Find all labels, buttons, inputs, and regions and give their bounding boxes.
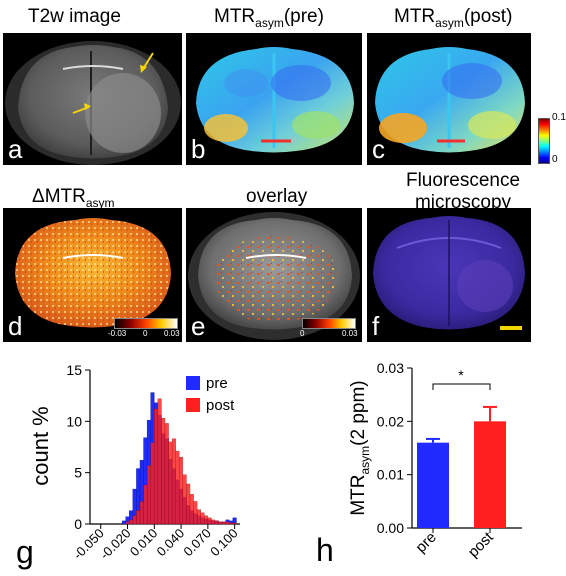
histogram-bar-post-9 [139, 501, 144, 525]
colorbar-d-left: -0.03 [108, 329, 127, 338]
panel-g-label: g [16, 534, 34, 570]
histogram-bar-post-16 [164, 423, 169, 525]
bar-chart-ytick-label-1: 0.01 [377, 467, 404, 483]
bar-chart-ytick-label-0: 0.00 [377, 520, 404, 536]
scale-bar [500, 326, 522, 330]
histogram-bar-post-23 [189, 494, 194, 525]
histogram-bar-post-19 [175, 450, 180, 525]
panel-d-title: ΔMTRasym [32, 186, 115, 210]
histogram-xtick-label-5: 0.100 [207, 526, 241, 560]
histogram-bar-post-24 [193, 501, 198, 525]
panel-c-title: MTRasym(post) [394, 6, 513, 30]
colorbar-e-left: 0 [300, 329, 305, 338]
colorbar-jet-max: 0.1 [552, 112, 566, 123]
histogram-bar-post-22 [186, 483, 191, 525]
bar-chart-ytick-label-3: 0.03 [377, 360, 404, 376]
bar-chart-xtick-label-pre: pre [412, 529, 439, 556]
histogram-bar-post-5 [125, 521, 130, 525]
histogram-ylabel: count % [28, 406, 53, 486]
histogram-bar-post-13 [154, 408, 159, 525]
panel-b-label: b [191, 134, 206, 164]
bar-chart: MTRasym(2 ppm) 0.000.010.020.03 pre post … [348, 360, 522, 561]
histogram-bar-post-35 [232, 522, 237, 525]
histogram-bar-post-27 [204, 515, 209, 525]
significance-marker: * [458, 367, 464, 383]
histogram-bar-post-31 [218, 521, 223, 525]
histogram-bar-post-11 [146, 465, 151, 525]
panel-a-label: a [8, 134, 23, 164]
histogram-xtick-label-4: 0.070 [180, 526, 214, 560]
histogram-ytick-label-3: 15 [66, 362, 82, 378]
legend-pre-label: pre [206, 375, 228, 392]
mtr-pre-map [186, 33, 362, 165]
panel-a-title: T2w image [28, 6, 121, 27]
panel-d-label: d [8, 311, 23, 341]
bar-chart-ytick-label-2: 0.02 [377, 413, 404, 429]
histogram-bar-post-25 [196, 509, 201, 525]
histogram-bar-post-26 [200, 512, 205, 525]
bar-pre [417, 442, 449, 528]
legend-post-swatch [186, 398, 200, 412]
histogram-ytick-label-2: 10 [66, 413, 82, 429]
panel-h-label: h [316, 532, 334, 568]
panel-b-title: MTRasym(pre) [214, 6, 324, 30]
histogram-bar-post-10 [143, 484, 148, 525]
histogram-bar-post-29 [211, 519, 216, 525]
colorbar-d-mid: 0 [143, 329, 148, 338]
colorbar-jet-min: 0 [552, 154, 558, 165]
bar-post [474, 421, 506, 528]
significance-bracket [432, 383, 491, 390]
histogram-bar-post-34 [229, 522, 234, 525]
histogram-bar-post-7 [132, 515, 137, 525]
histogram-bar-post-21 [182, 474, 187, 525]
panel-e-label: e [191, 311, 206, 341]
histogram-ytick-label-1: 5 [74, 465, 82, 481]
histogram-bar-post-30 [214, 520, 219, 525]
fluorescence-image [367, 208, 531, 342]
colorbar-jet [538, 118, 550, 164]
legend-post-label: post [206, 397, 235, 414]
t2w-image [3, 33, 182, 165]
colorbar-e-right: 0.03 [342, 329, 358, 338]
histogram-bar-post-6 [129, 519, 134, 525]
panel-f-title: Fluorescence microscopy [405, 170, 521, 213]
histogram-bar-post-14 [157, 398, 162, 525]
panel-c-label: c [372, 134, 385, 164]
legend-pre-swatch [186, 376, 200, 390]
histogram-bar-post-15 [161, 418, 166, 525]
histogram-bar-post-8 [136, 510, 141, 525]
panel-e-title: overlay [246, 186, 308, 207]
histogram-bar-post-28 [207, 517, 212, 525]
histogram-bar-post-12 [150, 442, 155, 525]
histogram-xtick-label-3: 0.040 [154, 526, 188, 560]
histogram-ytick-label-0: 0 [74, 516, 82, 532]
histogram-xtick-label-2: 0.010 [127, 526, 161, 560]
panel-f-label: f [372, 311, 380, 341]
bar-chart-xtick-label-post: post [465, 528, 498, 561]
histogram-bar-pre-4 [121, 520, 126, 525]
colorbar-d-right: 0.03 [164, 329, 180, 338]
histogram-bar-post-17 [168, 441, 173, 525]
histogram-xtick-label-1: -0.020 [97, 526, 134, 563]
histogram-bar-post-20 [179, 457, 184, 525]
colorbar-hot-d [114, 318, 178, 329]
histogram-bar-post-32 [221, 521, 226, 525]
histogram-bar-post-33 [225, 521, 230, 525]
mtr-post-map [367, 33, 531, 165]
colorbar-hot-e [302, 318, 356, 329]
bar-chart-ylabel: MTRasym(2 ppm) [348, 380, 372, 515]
histogram-bar-post-18 [171, 438, 176, 525]
